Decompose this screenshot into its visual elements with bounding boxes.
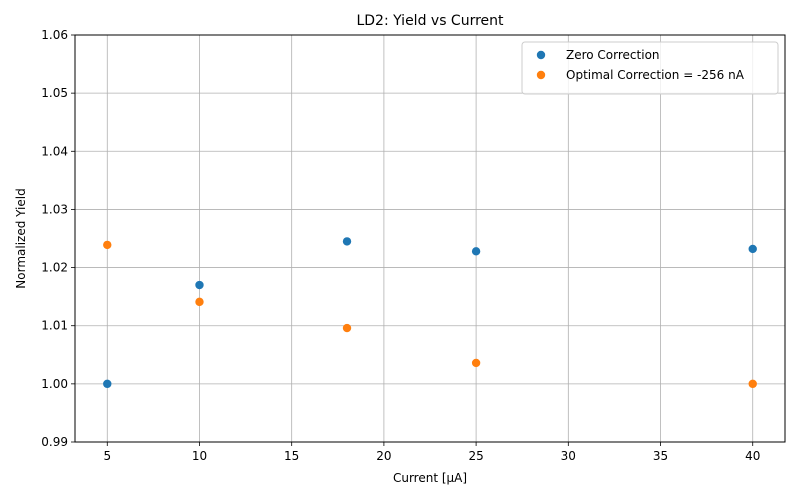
x-tick-label: 30 bbox=[561, 449, 576, 463]
y-axis-label: Normalized Yield bbox=[14, 188, 28, 288]
y-tick-label: 1.01 bbox=[41, 319, 68, 333]
data-point-series-1 bbox=[103, 379, 112, 389]
x-tick-label: 10 bbox=[192, 449, 207, 463]
y-tick-label: 0.99 bbox=[41, 435, 68, 449]
legend-label-series-2: Optimal Correction = -256 nA bbox=[566, 68, 745, 82]
data-point-series-1 bbox=[195, 280, 204, 290]
data-point-series-1 bbox=[471, 247, 481, 256]
x-tick-label: 20 bbox=[376, 449, 391, 463]
y-tick-label: 1.04 bbox=[41, 144, 68, 158]
x-axis-label: Current [µA] bbox=[393, 471, 467, 485]
plot-area-frame bbox=[74, 34, 786, 443]
y-tick-label: 1.05 bbox=[41, 86, 68, 100]
data-point-series-2 bbox=[103, 240, 112, 250]
y-tick-label: 1.06 bbox=[41, 28, 68, 42]
x-tick-label: 40 bbox=[745, 449, 760, 463]
x-tick-label: 15 bbox=[284, 449, 299, 463]
legend-marker-series-2 bbox=[536, 70, 546, 80]
data-point-series-2 bbox=[342, 323, 352, 333]
data-point-series-1 bbox=[342, 237, 352, 246]
legend-box bbox=[521, 41, 779, 95]
data-point-series-2 bbox=[471, 358, 481, 368]
legend: Zero Correction Optimal Correction = -256… bbox=[521, 41, 779, 95]
x-tick-label: 25 bbox=[468, 449, 483, 463]
x-tick-label: 35 bbox=[653, 449, 668, 463]
data-point-series-2 bbox=[195, 297, 204, 307]
data-point-series-1 bbox=[748, 244, 757, 254]
y-tick-label: 1.02 bbox=[41, 261, 68, 275]
y-tick-label: 1.00 bbox=[41, 377, 68, 391]
legend-marker-series-1 bbox=[536, 50, 546, 60]
data-points bbox=[103, 237, 757, 389]
legend-label-series-1: Zero Correction bbox=[566, 48, 660, 62]
data-point-series-2 bbox=[748, 379, 757, 389]
x-tick-label: 5 bbox=[103, 449, 111, 463]
y-tick-label: 1.03 bbox=[41, 202, 68, 216]
axis-ticks: 5 10 15 20 25 30 35 40 0.99 1.00 1.01 1.02 1.03 1.04 1… bbox=[41, 28, 760, 463]
chart-title: LD2: Yield vs Current bbox=[356, 13, 504, 29]
